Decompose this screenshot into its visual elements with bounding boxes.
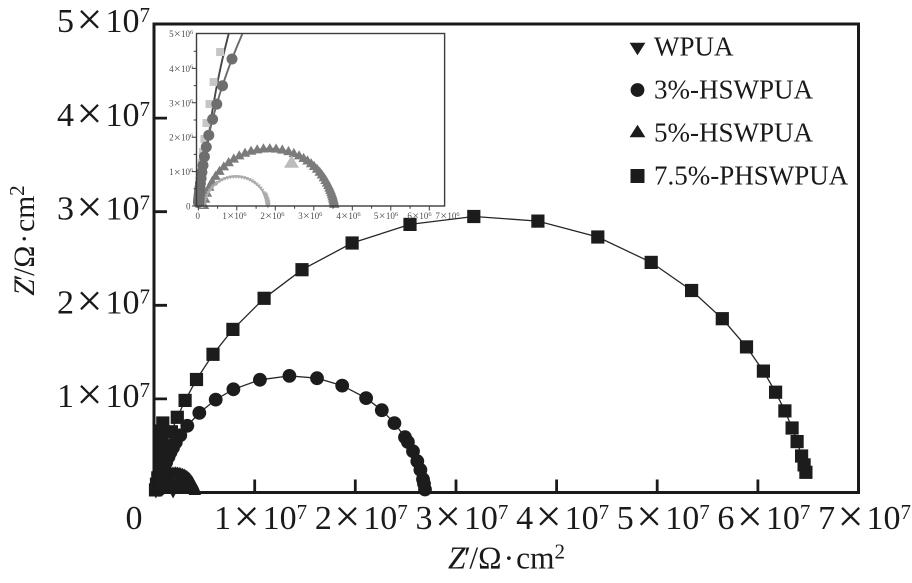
svg-text:Z′/Ω·cm2: Z′/Ω·cm2 [448, 540, 565, 576]
svg-text:7×106: 7×106 [435, 209, 460, 223]
svg-text:7.5%-PHSWPUA: 7.5%-PHSWPUA [654, 161, 849, 191]
svg-text:2×106: 2×106 [169, 130, 194, 144]
svg-text:6×106: 6×106 [407, 209, 432, 223]
svg-text:3×106: 3×106 [169, 96, 194, 110]
svg-text:0: 0 [196, 211, 201, 221]
svg-text:5×106: 5×106 [374, 209, 399, 223]
svg-text:0: 0 [186, 202, 191, 212]
svg-text:0: 0 [126, 500, 143, 537]
svg-text:1×106: 1×106 [169, 165, 194, 179]
svg-text:2×106: 2×106 [260, 209, 285, 223]
svg-text:WPUA: WPUA [654, 32, 734, 62]
svg-text:Z′/Ω·cm2: Z′/Ω·cm2 [5, 185, 41, 295]
svg-text:5%-HSWPUA: 5%-HSWPUA [654, 118, 813, 148]
svg-text:1×106: 1×106 [222, 209, 247, 223]
svg-text:4×106: 4×106 [336, 209, 361, 223]
svg-text:5×106: 5×106 [169, 27, 194, 41]
svg-text:3×106: 3×106 [298, 209, 323, 223]
svg-text:3%-HSWPUA: 3%-HSWPUA [654, 75, 813, 105]
svg-text:4×106: 4×106 [169, 62, 194, 76]
